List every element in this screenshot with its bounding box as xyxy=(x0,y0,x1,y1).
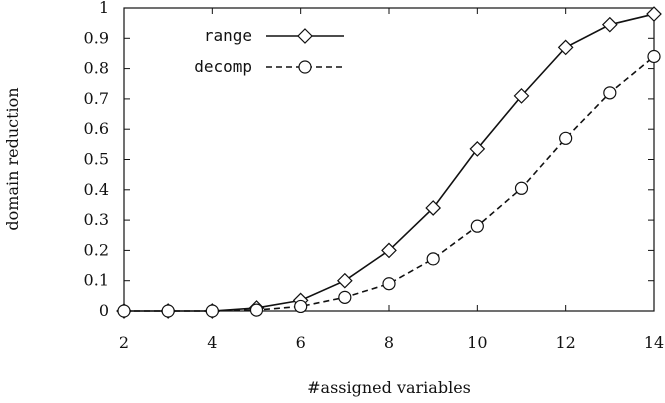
data-point-circle xyxy=(559,131,573,145)
data-point-diamond xyxy=(646,6,662,22)
data-point-diamond xyxy=(381,242,397,259)
y-tick-label: 0.6 xyxy=(84,119,109,138)
data-point-diamond xyxy=(336,272,353,289)
y-tick-label: 0.7 xyxy=(84,89,109,108)
data-point-circle xyxy=(603,86,617,100)
x-tick-label: 10 xyxy=(467,333,487,352)
legend-label-decomp: decomp xyxy=(194,57,252,76)
y-tick-label: 0.1 xyxy=(84,271,109,290)
series-layer xyxy=(116,6,662,319)
y-tick-label: 0.9 xyxy=(84,28,109,47)
x-tick-label: 4 xyxy=(207,333,217,352)
y-tick-label: 0.5 xyxy=(84,150,109,169)
y-tick-label: 0.8 xyxy=(84,59,109,78)
series-line-decomp xyxy=(124,55,655,312)
data-point-circle xyxy=(249,303,264,317)
data-point-diamond xyxy=(513,88,530,104)
y-tick-label: 1 xyxy=(99,0,109,17)
y-axis-title: domain reduction xyxy=(3,87,22,230)
data-point-circle xyxy=(470,219,484,233)
data-point-diamond xyxy=(601,16,618,33)
x-tick-label: 12 xyxy=(555,333,575,352)
y-tick-label: 0.4 xyxy=(84,180,109,199)
y-axis: 0 0.1 0.2 0.3 0.4 0.5 0.6 0.7 0.8 0.9 1 xyxy=(84,0,654,320)
x-tick-label: 14 xyxy=(644,333,664,352)
data-point-circle xyxy=(647,49,661,64)
y-tick-label: 0.2 xyxy=(84,240,109,259)
data-point-circle xyxy=(117,304,131,318)
x-tick-label: 8 xyxy=(384,333,394,352)
data-point-circle xyxy=(161,304,175,318)
data-point-diamond xyxy=(425,200,442,216)
data-point-circle xyxy=(205,304,219,318)
data-point-circle xyxy=(298,60,312,74)
x-axis: 2 4 6 8 10 12 14 xyxy=(119,8,664,352)
legend-label-range: range xyxy=(204,26,252,45)
data-point-circle xyxy=(338,290,352,304)
y-tick-label: 0.3 xyxy=(84,210,109,229)
y-tick-label: 0 xyxy=(99,301,109,320)
data-point-circle xyxy=(294,299,308,314)
plot-frame xyxy=(123,7,655,312)
series-range xyxy=(116,6,662,319)
legend: range decomp xyxy=(194,26,344,76)
data-point-diamond xyxy=(297,28,313,44)
x-tick-label: 2 xyxy=(119,333,129,352)
data-point-circle xyxy=(514,181,529,195)
x-tick-label: 6 xyxy=(296,333,306,352)
series-decomp xyxy=(117,49,661,318)
data-point-diamond xyxy=(469,141,486,157)
data-point-diamond xyxy=(557,39,574,56)
data-point-circle xyxy=(382,277,396,291)
x-axis-title: #assigned variables xyxy=(307,378,471,397)
data-point-circle xyxy=(426,252,440,266)
